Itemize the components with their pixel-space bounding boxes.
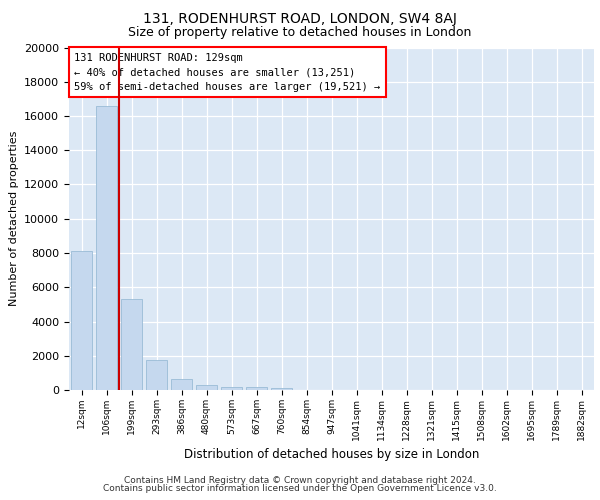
Text: 131 RODENHURST ROAD: 129sqm
← 40% of detached houses are smaller (13,251)
59% of: 131 RODENHURST ROAD: 129sqm ← 40% of det… (74, 52, 380, 92)
Text: Contains HM Land Registry data © Crown copyright and database right 2024.: Contains HM Land Registry data © Crown c… (124, 476, 476, 485)
Y-axis label: Number of detached properties: Number of detached properties (8, 131, 19, 306)
Bar (221, 386, 242, 390)
Bar (121, 299, 142, 390)
Text: 131, RODENHURST ROAD, LONDON, SW4 8AJ: 131, RODENHURST ROAD, LONDON, SW4 8AJ (143, 12, 457, 26)
Bar (146, 360, 167, 390)
Bar (96, 106, 117, 390)
X-axis label: Distribution of detached houses by size in London: Distribution of detached houses by size … (184, 448, 479, 461)
Bar (71, 252, 92, 390)
Bar (271, 388, 292, 390)
Bar (196, 384, 217, 390)
Bar (246, 388, 267, 390)
Text: Size of property relative to detached houses in London: Size of property relative to detached ho… (128, 26, 472, 39)
Text: Contains public sector information licensed under the Open Government Licence v3: Contains public sector information licen… (103, 484, 497, 493)
Bar (171, 379, 192, 390)
